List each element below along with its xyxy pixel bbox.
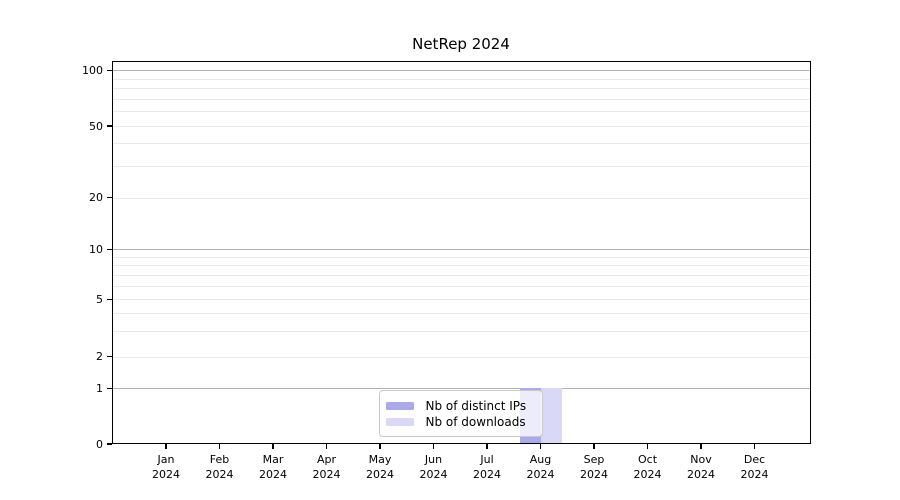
month-label: Nov — [690, 453, 712, 466]
x-tick-label: Nov 2024 — [670, 452, 732, 482]
gridline-major — [112, 388, 811, 390]
gridline-minor — [112, 143, 811, 145]
y-tick-label: 20 — [89, 191, 103, 205]
year-label: 2024 — [526, 468, 555, 481]
year-label: 2024 — [740, 468, 769, 481]
month-label: Jan — [157, 453, 175, 466]
y-tick-label: 1 — [96, 381, 103, 395]
y-tick — [106, 356, 112, 358]
y-tick — [106, 69, 112, 71]
x-tick — [700, 444, 702, 449]
month-label: Jul — [480, 453, 494, 466]
gridline-minor — [112, 126, 811, 127]
plot-area — [112, 60, 811, 444]
legend-swatch-downloads — [385, 417, 414, 426]
month-label: Dec — [743, 453, 766, 466]
year-label: 2024 — [419, 468, 448, 481]
x-tick-label: Dec 2024 — [724, 452, 786, 482]
x-tick — [218, 444, 221, 449]
legend-label: Nb of distinct IPs — [425, 398, 527, 413]
legend-label: Nb of downloads — [425, 414, 526, 429]
gridline-minor — [112, 313, 811, 315]
y-tick-label: 5 — [96, 292, 103, 306]
gridline-major — [112, 70, 811, 72]
gridline-minor — [112, 111, 811, 113]
x-tick-label: Jul 2024 — [456, 452, 518, 482]
month-label: Feb — [209, 453, 230, 466]
y-tick — [106, 197, 112, 199]
y-tick-label: 50 — [89, 119, 103, 133]
month-label: Sep — [583, 453, 605, 466]
year-label: 2024 — [687, 468, 715, 481]
x-tick — [753, 444, 756, 449]
gridline-minor — [112, 197, 811, 199]
month-label: Aug — [529, 453, 552, 466]
gridline-minor — [112, 265, 811, 267]
gridline-minor — [112, 88, 811, 90]
gridline-minor — [112, 356, 811, 358]
y-tick-label: 100 — [82, 63, 103, 77]
gridline-minor — [112, 286, 811, 288]
year-label: 2024 — [366, 468, 394, 481]
month-label: Apr — [316, 453, 337, 466]
x-tick-label: Mar 2024 — [242, 452, 304, 482]
gridline-minor — [112, 78, 811, 80]
x-tick-label: Jun 2024 — [403, 452, 465, 482]
year-label: 2024 — [473, 468, 501, 481]
gridline-minor — [112, 98, 811, 100]
gridline-minor — [112, 275, 811, 277]
x-tick-label: Sep 2024 — [563, 452, 625, 482]
x-tick-label: Jan 2024 — [135, 452, 197, 482]
y-tick — [106, 298, 112, 300]
x-tick-label: Feb 2024 — [189, 452, 251, 482]
x-tick-label: Aug 2024 — [510, 452, 572, 482]
chart-title: NetRep 2024 — [412, 35, 510, 53]
x-tick-label: May 2024 — [349, 452, 411, 482]
y-tick — [106, 387, 112, 389]
legend-entry-downloads: Nb of downloads — [385, 414, 536, 430]
gridline-minor — [112, 331, 811, 333]
y-tick-label: 10 — [89, 242, 103, 256]
x-tick — [486, 444, 488, 449]
gridline-major — [112, 249, 811, 251]
year-label: 2024 — [580, 468, 608, 481]
year-label: 2024 — [205, 468, 234, 481]
x-tick-label: Oct 2024 — [617, 452, 679, 482]
x-tick — [165, 444, 167, 449]
y-tick — [106, 248, 112, 250]
year-label: 2024 — [312, 468, 341, 481]
x-tick — [539, 444, 542, 449]
year-label: 2024 — [259, 468, 287, 481]
x-tick — [432, 444, 435, 449]
y-tick-label: 0 — [96, 437, 103, 451]
x-tick-label: Apr 2024 — [296, 452, 358, 482]
gridline-minor — [112, 256, 811, 258]
month-label: Oct — [637, 453, 658, 466]
x-tick — [646, 444, 649, 449]
x-tick — [379, 444, 381, 449]
year-label: 2024 — [633, 468, 662, 481]
month-label: Mar — [262, 453, 284, 466]
x-tick — [593, 444, 595, 449]
x-tick — [325, 444, 328, 449]
month-label: May — [368, 453, 392, 466]
axes-spines — [112, 60, 811, 444]
legend-entry-distinct-ips: Nb of distinct IPs — [385, 398, 536, 414]
gridline-minor — [112, 299, 811, 301]
month-label: Jun — [424, 453, 443, 466]
gridline-minor — [112, 165, 811, 167]
x-tick — [272, 444, 274, 449]
y-tick — [106, 443, 112, 445]
y-tick-label: 2 — [96, 350, 103, 364]
y-tick — [106, 125, 112, 127]
bar-nb-of-downloads — [540, 388, 562, 444]
legend: Nb of distinct IPs Nb of downloads — [378, 389, 543, 437]
legend-swatch-distinct-ips — [385, 401, 414, 410]
year-label: 2024 — [152, 468, 180, 481]
